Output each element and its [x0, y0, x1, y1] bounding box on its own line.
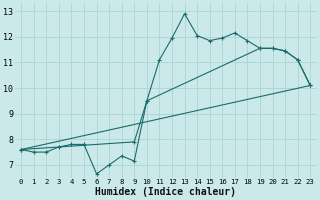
X-axis label: Humidex (Indice chaleur): Humidex (Indice chaleur) — [95, 186, 236, 197]
